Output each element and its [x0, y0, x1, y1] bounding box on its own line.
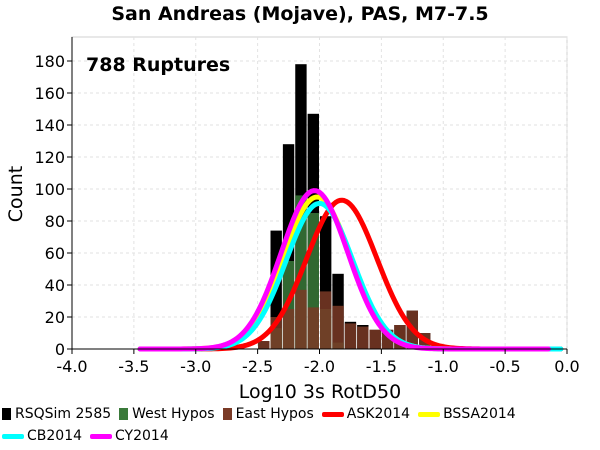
- bar-east-hypos: [344, 323, 357, 349]
- legend-swatch: [418, 411, 441, 417]
- legend-item: CB2014: [2, 427, 82, 445]
- bar-east-hypos: [307, 307, 319, 349]
- y-tick-label: 60: [45, 244, 65, 263]
- legend: RSQSim 2585 West Hypos East Hypos ASK2014 BS…: [2, 405, 598, 445]
- legend-label: CB2014: [27, 428, 83, 444]
- bar-east-hypos: [282, 309, 295, 349]
- legend-item: BSSA2014: [418, 405, 516, 423]
- bar-east-hypos: [258, 341, 270, 349]
- x-tick-label: -0.5: [490, 357, 521, 376]
- legend-swatch: [222, 408, 232, 420]
- chart: San Andreas (Mojave), PAS, M7-7.5 -4.0 -3…: [5, 3, 580, 403]
- legend-swatch: [321, 411, 344, 417]
- bar-west-hypos: [307, 213, 319, 349]
- y-tick-label: 20: [45, 308, 65, 327]
- y-tick-label: 80: [45, 212, 65, 231]
- bar-east-hypos: [270, 317, 282, 349]
- y-tick-label: 160: [34, 84, 65, 103]
- x-tick-label: -3.0: [180, 357, 211, 376]
- bar-east-hypos: [320, 291, 332, 349]
- bar-east-hypos: [394, 325, 406, 349]
- x-tick-label: -3.5: [118, 357, 149, 376]
- bar-east-hypos: [295, 289, 307, 349]
- x-tick-label: -1.5: [366, 357, 397, 376]
- legend-item: RSQSim 2585: [2, 405, 111, 423]
- y-axis-label: Count: [5, 166, 27, 222]
- y-tick-label: 120: [34, 148, 65, 167]
- legend-swatch: [119, 408, 129, 420]
- bar-east-hypos: [369, 329, 381, 349]
- x-tick-label: -4.0: [56, 357, 87, 376]
- legend-label: East Hypos: [235, 406, 314, 422]
- legend-label: RSQSim 2585: [15, 406, 112, 422]
- x-tick-label: 0.0: [554, 357, 579, 376]
- bar-east-hypos: [381, 329, 394, 349]
- y-tick-label: 40: [45, 276, 65, 295]
- legend-item: CY2014: [90, 427, 169, 445]
- x-tick-label: -1.0: [428, 357, 459, 376]
- x-tick-label: -2.0: [304, 357, 335, 376]
- legend-label: CY2014: [115, 428, 169, 444]
- bar-east-hypos: [357, 326, 369, 349]
- y-tick-label: 180: [34, 52, 65, 71]
- legend-item: ASK2014: [321, 405, 411, 423]
- chart-title: San Andreas (Mojave), PAS, M7-7.5: [111, 3, 488, 25]
- axes: -4.0 -3.5 -3.0 -2.5 -2.0 -1.5 -1.0 -0.5 0.0 0 20 40…: [34, 37, 580, 376]
- legend-label: BSSA2014: [443, 406, 516, 422]
- legend-label: ASK2014: [346, 406, 411, 422]
- legend-swatch: [90, 433, 113, 439]
- bar-east-hypos: [332, 305, 344, 349]
- rupture-count-annotation: 788 Ruptures: [86, 54, 230, 76]
- bar-rsqsim-2585: [320, 216, 332, 349]
- legend-item: East Hypos: [222, 405, 314, 423]
- legend-swatch: [2, 408, 11, 420]
- legend-swatch: [2, 433, 24, 439]
- plot-area: -4.0 -3.5 -3.0 -2.5 -2.0 -1.5 -1.0 -0.5 0.0 0 20 40…: [34, 36, 580, 376]
- y-tick-label: 0: [55, 340, 65, 359]
- x-tick-label: -2.5: [242, 357, 273, 376]
- y-tick-label: 140: [34, 116, 65, 135]
- legend-item: West Hypos: [119, 405, 215, 423]
- legend-label: West Hypos: [132, 406, 215, 422]
- y-tick-label: 100: [34, 180, 65, 199]
- x-axis-label: Log10 3s RotD50: [239, 381, 401, 403]
